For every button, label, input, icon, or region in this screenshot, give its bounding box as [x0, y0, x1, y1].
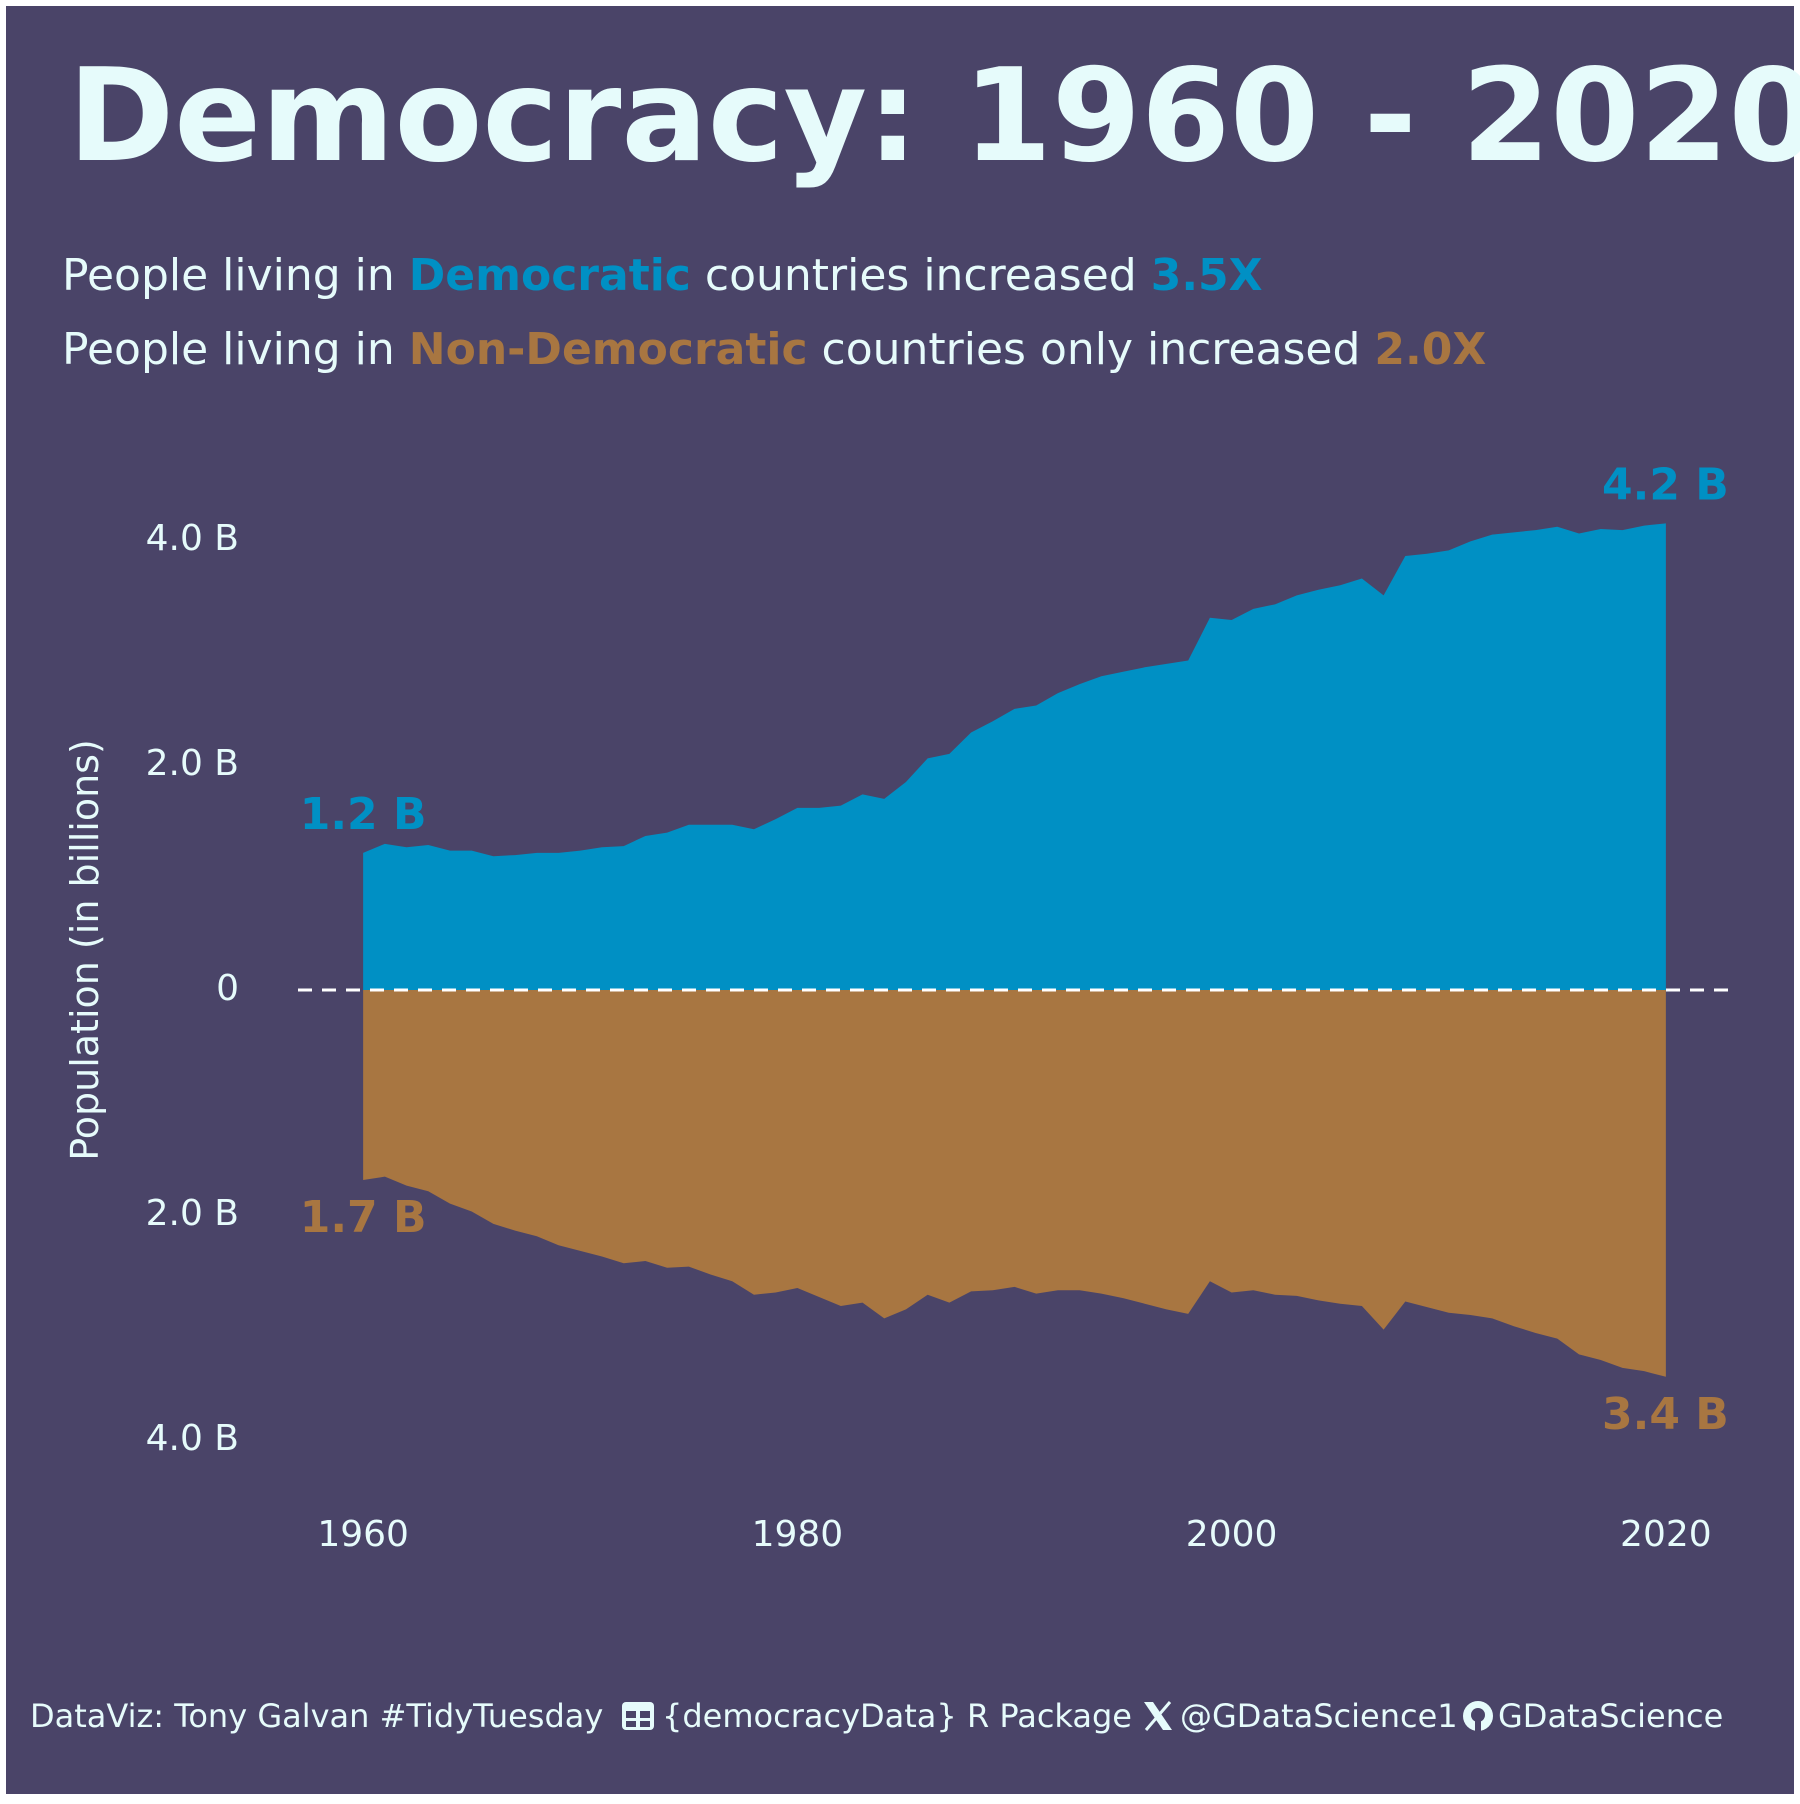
area [363, 523, 1666, 990]
y-axis-title: Population (in billions) [63, 739, 107, 1161]
value-label: 3.4 B [1602, 1389, 1729, 1440]
y-tick-label: 4.0 B [146, 518, 239, 559]
x-tick-label: 1980 [752, 1514, 844, 1555]
plot-area: 1.2 B 4.2 B 1.7 B 3.4 B 4.0 B 2.0 B 0 2.0 B 4.0 … [146, 459, 1731, 1555]
subtitle-text: countries increased [691, 250, 1151, 301]
caption-text: @GDataScience1 [1180, 1697, 1458, 1735]
subtitle-line: People living in Democratic countries in… [62, 250, 1263, 301]
subtitle-highlight: Non-Democratic [409, 324, 808, 375]
caption: DataViz: Tony Galvan #TidyTuesday {democ… [30, 1697, 1723, 1735]
subtitle-highlight: Democratic [409, 250, 691, 301]
table-icon [622, 1702, 654, 1730]
value-label: 1.7 B [300, 1192, 427, 1243]
y-tick-label: 2.0 B [146, 743, 239, 784]
subtitle-text: People living in [62, 324, 409, 375]
value-label: 4.2 B [1602, 459, 1729, 510]
subtitle-highlight: 3.5X [1151, 250, 1263, 301]
value-label: 1.2 B [300, 789, 427, 840]
x-tick-label: 2000 [1186, 1514, 1278, 1555]
subtitle-text: People living in [62, 250, 409, 301]
caption-text: {democracyData} R Package [662, 1697, 1132, 1735]
chart-title: Democracy: 1960 - 2020 [68, 42, 1800, 191]
y-tick-label: 4.0 B [146, 1418, 239, 1459]
caption-text: DataViz: Tony Galvan #TidyTuesday [30, 1697, 603, 1735]
x-tick-label: 1960 [317, 1514, 409, 1555]
subtitle-line: People living in Non-Democratic countrie… [62, 324, 1486, 375]
subtitle-highlight: 2.0X [1374, 324, 1486, 375]
y-tick-label: 0 [216, 968, 239, 1009]
subtitle-text: countries only increased [808, 324, 1375, 375]
x-icon [1144, 1701, 1172, 1731]
x-tick-label: 2020 [1620, 1514, 1712, 1555]
caption-text: GDataScience [1498, 1697, 1723, 1735]
y-tick-label: 2.0 B [146, 1193, 239, 1234]
area [363, 990, 1666, 1377]
github-icon [1463, 1701, 1493, 1731]
